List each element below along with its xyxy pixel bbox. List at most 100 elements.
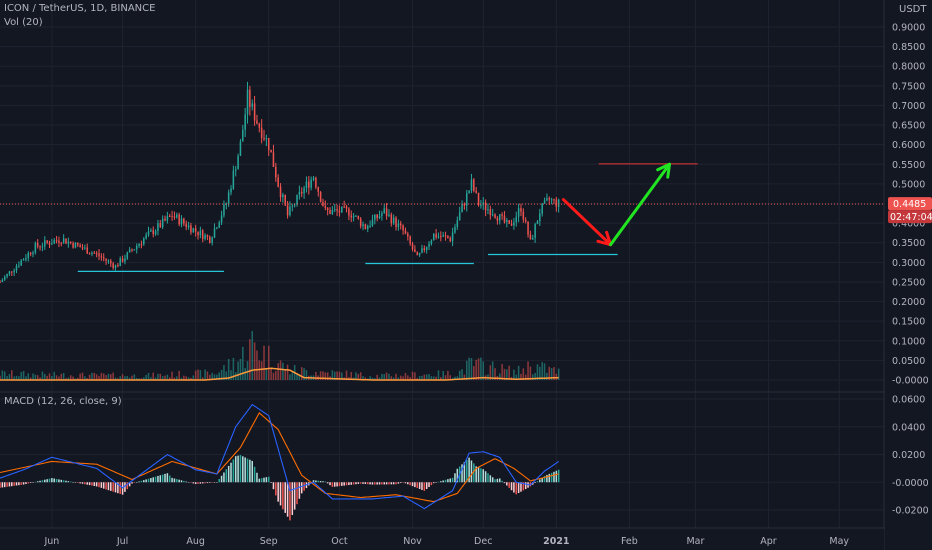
volume-bar [355,372,357,380]
macd-histogram-bar [258,478,261,483]
candle-body [55,240,58,242]
candle-body [100,256,103,258]
volume-bar [62,373,65,380]
volume-bar [91,372,93,380]
macd-histogram-bar [428,482,430,488]
candle-body [376,214,378,219]
volume-bar [437,370,440,380]
volume-bar [0,375,1,380]
candle-body [133,249,136,251]
macd-histogram-bar [324,481,327,483]
candle-body [437,236,440,238]
candle-body [491,214,494,216]
candle-body [32,252,34,255]
macd-histogram-bar [39,480,41,483]
volume-bar [98,375,100,380]
macd-histogram-bar [461,464,463,483]
macd-histogram-bar [187,482,190,483]
volume-bar [489,365,492,380]
volume-bar [46,375,48,380]
volume-bar [220,369,223,380]
volume-bar [67,377,70,380]
candle-body [385,208,388,217]
forecast-arrow-down-shaft [561,198,613,247]
candle-body [270,149,272,153]
volume-bar [107,373,110,380]
macd-histogram-bar [230,462,232,483]
candle-body [204,235,206,240]
macd-histogram-bar [303,482,305,491]
macd-histogram-bar [498,478,501,483]
volume-bar [508,365,510,380]
volume-bar [543,363,546,380]
candle-body [128,249,131,253]
candle-body [0,281,1,283]
macd-histogram-bar [234,456,237,483]
candle-body [102,257,105,259]
candle-body [524,219,527,222]
macd-histogram-bar [11,482,13,487]
volume-bar [435,376,437,380]
macd-histogram-bar [465,459,468,483]
candle-body [557,199,560,207]
macd-histogram-bar [548,473,551,483]
currency-label: USDT [899,4,927,15]
candle-body [435,233,437,238]
volume-bar [392,377,395,380]
macd-histogram-bar [53,478,55,483]
macd-histogram-bar [282,482,284,510]
macd-histogram-bar [362,482,364,484]
macd-histogram-bar [348,482,350,486]
candle-body [72,243,74,248]
candle-body [145,234,147,239]
candle-body [520,208,522,212]
macd-histogram-bar [69,481,72,483]
macd-histogram-bar [199,482,202,484]
macd-histogram-bar [55,478,58,483]
candle-body [411,243,414,250]
price-tick-label: 0.7500 [892,81,925,92]
candle-body [253,103,256,121]
candle-body [201,230,204,240]
volume-bar [527,361,529,380]
macd-line [0,403,560,510]
macd-histogram-bar [34,481,37,483]
macd-histogram-bar [117,482,119,494]
volume-bar [399,375,402,380]
macd-histogram-bar [27,482,30,484]
candle-body [350,215,353,218]
macd-histogram-bar [67,481,70,483]
macd-histogram-bar [95,482,98,487]
candle-body [451,232,454,242]
candle-body [225,203,228,205]
candle-body [13,270,15,273]
price-tick-label: 0.8000 [892,62,925,73]
candle-body [362,224,364,227]
candle-body [477,192,480,206]
macd-histogram-bar [157,475,159,483]
volume-bar [110,374,112,380]
macd-histogram-bar [81,482,84,484]
macd-histogram-bar [6,482,8,487]
macd-histogram-bar [36,481,39,483]
volume-bar [284,370,287,380]
volume-bar [3,371,6,380]
volume-bar [143,377,145,380]
macd-histogram-bar [326,482,329,484]
candle-body [88,253,91,255]
volume-bar [133,374,136,380]
candle-body [244,114,246,130]
candle-body [390,214,393,224]
volume-bar [53,371,55,380]
macd-histogram-bar [1,482,4,488]
price-tick-label: 0.8500 [892,42,925,53]
macd-histogram-bar [180,480,183,483]
volume-bar [166,374,169,380]
volume-bar [397,377,400,380]
candle-body [517,208,520,217]
volume-bar [145,374,147,380]
volume-bar [154,377,157,380]
macd-histogram-bar [100,482,103,488]
